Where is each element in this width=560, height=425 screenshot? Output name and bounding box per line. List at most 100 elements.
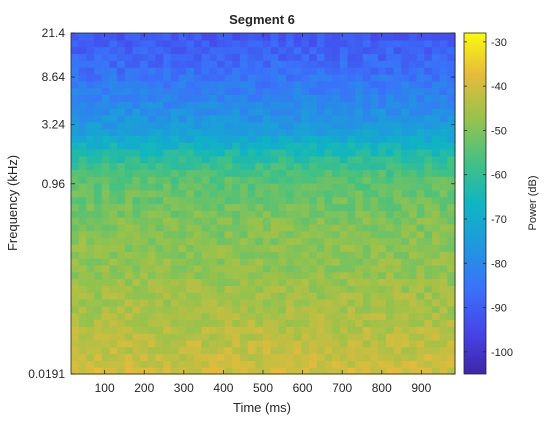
heatmap-cell (147, 264, 157, 273)
heatmap-cell (362, 312, 372, 321)
heatmap-cell (86, 326, 95, 334)
heatmap-cell (439, 142, 448, 150)
heatmap-cell (201, 285, 210, 293)
heatmap-cell (178, 94, 187, 102)
heatmap-cell (316, 217, 326, 225)
heatmap-cell (201, 258, 210, 266)
heatmap-cell (278, 251, 287, 259)
heatmap-cell (132, 203, 141, 211)
heatmap-cell (170, 87, 180, 95)
heatmap-cell (263, 230, 272, 239)
heatmap-cell (332, 258, 341, 266)
heatmap-cell (339, 46, 349, 55)
heatmap-cell (347, 346, 356, 355)
heatmap-cell (424, 230, 433, 239)
heatmap-cell (201, 189, 210, 198)
heatmap-cell (216, 326, 226, 334)
heatmap-cell (201, 326, 210, 334)
heatmap-cell (224, 67, 233, 75)
heatmap-cell (431, 292, 441, 300)
heatmap-cell (293, 135, 302, 143)
heatmap-cell (255, 278, 264, 286)
heatmap-cell (201, 196, 210, 205)
heatmap-cell (416, 60, 425, 68)
heatmap-cell (270, 333, 279, 341)
heatmap-cell (393, 60, 402, 68)
heatmap-cell (378, 271, 387, 280)
heatmap-cell (163, 203, 172, 211)
heatmap-cell (431, 135, 441, 143)
heatmap-cell (140, 87, 149, 95)
heatmap-cell (431, 80, 441, 89)
heatmap-cell (447, 203, 456, 211)
heatmap-cell (416, 360, 425, 368)
heatmap-cell (447, 33, 456, 41)
heatmap-cell (378, 312, 387, 321)
heatmap-cell (247, 271, 256, 280)
heatmap-cell (401, 285, 410, 293)
heatmap-cell (439, 169, 448, 177)
heatmap-cell (78, 230, 87, 239)
heatmap-cell (309, 53, 318, 61)
heatmap-cell (186, 292, 195, 300)
x-tick-label: 300 (174, 381, 194, 395)
heatmap-cell (339, 196, 349, 205)
heatmap-cell (101, 128, 110, 136)
x-tick-label: 500 (253, 381, 273, 395)
heatmap-cell (124, 135, 134, 143)
heatmap-cell (439, 101, 448, 109)
heatmap-cell (178, 135, 187, 143)
heatmap-cell (124, 176, 134, 184)
heatmap-cell (78, 53, 87, 61)
heatmap-cell (71, 155, 80, 164)
heatmap-cell (301, 319, 310, 327)
heatmap-cell (447, 87, 456, 95)
heatmap-cell (301, 101, 310, 109)
heatmap-cell (332, 210, 341, 218)
heatmap-cell (201, 346, 210, 355)
heatmap-cell (286, 142, 295, 150)
heatmap-cell (101, 148, 110, 157)
heatmap-cell (101, 258, 110, 266)
heatmap-cell (270, 258, 279, 266)
heatmap-cell (401, 278, 410, 286)
heatmap-cell (239, 305, 249, 314)
heatmap-cell (140, 162, 149, 170)
heatmap-cell (247, 94, 256, 102)
heatmap-cell (163, 312, 172, 321)
heatmap-cell (224, 114, 233, 123)
heatmap-cell (416, 128, 425, 136)
heatmap-cell (431, 210, 441, 218)
heatmap-cell (109, 46, 118, 55)
heatmap-cell (324, 353, 333, 361)
heatmap-cell (232, 148, 241, 157)
heatmap-cell (101, 367, 110, 375)
heatmap-cell (424, 148, 433, 157)
heatmap-cell (301, 87, 310, 95)
heatmap-cell (255, 258, 264, 266)
heatmap-cell (94, 176, 103, 184)
heatmap-cell (401, 39, 410, 48)
heatmap-cell (424, 196, 433, 205)
heatmap-cell (393, 217, 402, 225)
heatmap-cell (362, 189, 372, 198)
heatmap-cell (347, 46, 356, 55)
heatmap-cell (178, 264, 187, 273)
heatmap-cell (286, 73, 295, 82)
heatmap-cell (255, 53, 264, 61)
heatmap-cell (155, 162, 164, 170)
heatmap-cell (201, 312, 210, 321)
heatmap-cell (94, 80, 103, 89)
heatmap-cell (301, 217, 310, 225)
heatmap-cell (393, 155, 402, 164)
heatmap-cell (239, 285, 249, 293)
heatmap-cell (439, 87, 448, 95)
heatmap-cell (178, 251, 187, 259)
heatmap-cell (78, 101, 87, 109)
heatmap-cell (362, 353, 372, 361)
heatmap-cell (332, 162, 341, 170)
heatmap-cell (170, 142, 180, 150)
heatmap-cell (224, 203, 233, 211)
heatmap-cell (431, 94, 441, 102)
heatmap-cell (263, 203, 272, 211)
